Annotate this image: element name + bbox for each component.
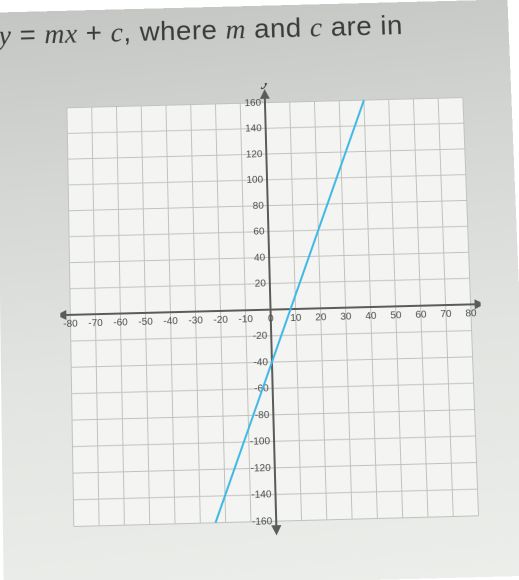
y-arrow-up (260, 89, 270, 99)
y-tick-label: -160 (252, 516, 273, 528)
y-tick-label: 40 (254, 253, 266, 264)
y-tick-label: 80 (253, 201, 265, 212)
y-tick-label: 120 (246, 149, 263, 160)
y-tick-label: -40 (253, 357, 268, 369)
x-tick-label: 30 (340, 311, 352, 322)
y-axis-label: y (260, 78, 271, 89)
x-tick-label: -40 (163, 316, 178, 327)
equation-text: y = mx + c, where m and c are in (0, 10, 403, 52)
x-tick-label: 60 (415, 309, 427, 320)
x-tick-label: -70 (88, 318, 103, 329)
y-tick-label: 20 (255, 279, 267, 290)
y-arrow-down (271, 525, 281, 535)
x-tick-label: 40 (365, 311, 377, 322)
x-tick-label: -80 (63, 319, 78, 330)
page: y = mx + c, where m and c are in -80-70-… (0, 0, 519, 580)
y-tick-label: 60 (253, 227, 265, 238)
x-tick-label: 10 (290, 313, 302, 324)
chart-svg: -80-70-60-50-40-30-20-100102030405060708… (57, 78, 490, 547)
y-tick-label: -80 (255, 410, 270, 422)
x-tick-label: 70 (440, 309, 452, 320)
y-tick-label: -100 (250, 436, 271, 448)
x-tick-label: -50 (138, 317, 153, 328)
x-tick-label: 50 (390, 310, 402, 321)
x-tick-label: -20 (213, 315, 228, 326)
chart: -80-70-60-50-40-30-20-100102030405060708… (57, 78, 490, 547)
y-tick-label: -140 (251, 489, 272, 501)
x-tick-label: 80 (465, 308, 477, 319)
y-tick-label: -120 (250, 463, 271, 475)
y-tick-label: 100 (246, 175, 263, 186)
x-tick-label: -60 (113, 317, 128, 328)
y-tick-label: 160 (244, 98, 261, 109)
x-tick-label: -10 (238, 314, 253, 325)
x-tick-label: 0 (268, 313, 274, 324)
y-tick-label: -20 (253, 331, 268, 342)
x-tick-label: -30 (188, 315, 203, 326)
y-tick-label: 140 (245, 123, 262, 134)
x-tick-label: 20 (315, 312, 327, 323)
